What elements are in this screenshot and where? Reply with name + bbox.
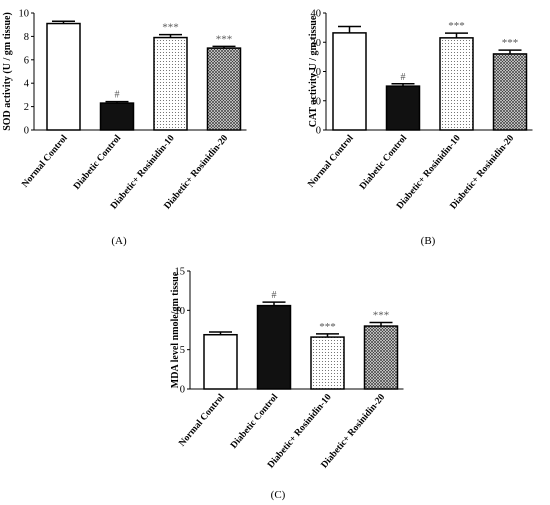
x-tick-label: Normal Control — [306, 133, 356, 189]
y-tick-label: 4 — [24, 79, 30, 90]
y-axis-title: CAT activity U / gm tissue — [308, 15, 319, 127]
significance-marker: *** — [162, 22, 179, 34]
y-tick-label: 0 — [24, 126, 29, 137]
y-tick-label: 30 — [311, 38, 322, 49]
bar — [363, 325, 399, 390]
x-tick-label: Normal Control — [177, 392, 227, 448]
y-tick-label: 0 — [180, 385, 185, 396]
panel-label: (B) — [421, 235, 436, 247]
y-tick-label: 2 — [24, 102, 29, 113]
significance-marker: # — [272, 290, 277, 301]
y-tick-label: 0 — [316, 126, 321, 137]
x-tick-label: Diabetic Control — [229, 392, 280, 451]
bar — [256, 304, 292, 390]
y-tick-label: 40 — [311, 9, 322, 20]
x-tick-label: Diabetic+ Rosinidin-20 — [320, 392, 388, 470]
y-axis-title: SOD activity (U / gm tissue) — [2, 12, 13, 131]
significance-marker: *** — [448, 20, 465, 32]
y-tick-label: 6 — [24, 55, 29, 66]
y-tick-label: 5 — [180, 345, 185, 356]
bar — [310, 336, 345, 390]
y-tick-label: 20 — [311, 67, 322, 78]
x-tick-label: Diabetic+ Rosinidin-20 — [449, 133, 517, 211]
bar — [492, 53, 528, 131]
significance-marker: # — [115, 90, 120, 101]
y-tick-label: 10 — [19, 9, 30, 20]
bar — [46, 22, 81, 131]
x-tick-label: Normal Control — [20, 133, 70, 189]
bar — [385, 85, 421, 131]
y-axis-title: MDA level nmole/gm tissue — [170, 271, 181, 388]
panel-label: (C) — [271, 489, 286, 501]
significance-marker: *** — [319, 321, 336, 333]
x-tick-label: Diabetic Control — [358, 133, 409, 192]
bar — [203, 333, 238, 390]
bar — [99, 102, 135, 131]
bar — [439, 37, 474, 131]
x-tick-label: Diabetic Control — [72, 133, 123, 192]
significance-marker: # — [401, 72, 406, 83]
panel-label: (A) — [111, 235, 127, 247]
significance-marker: *** — [373, 310, 390, 322]
chart-panel-a: 0 2 4 6 8 10 SOD activity (U / gm tissue) Norma… — [2, 9, 247, 247]
x-tick-label: Diabetic+ Rosinidin-20 — [163, 133, 231, 211]
y-tick-label: 10 — [311, 96, 322, 107]
bar — [332, 32, 367, 131]
significance-marker: *** — [216, 33, 233, 45]
bar — [206, 47, 242, 131]
y-tick-label: 10 — [175, 306, 186, 317]
y-tick-label: 15 — [175, 267, 186, 278]
significance-marker: *** — [502, 37, 519, 49]
bar — [153, 36, 188, 131]
y-tick-label: 8 — [24, 32, 29, 43]
